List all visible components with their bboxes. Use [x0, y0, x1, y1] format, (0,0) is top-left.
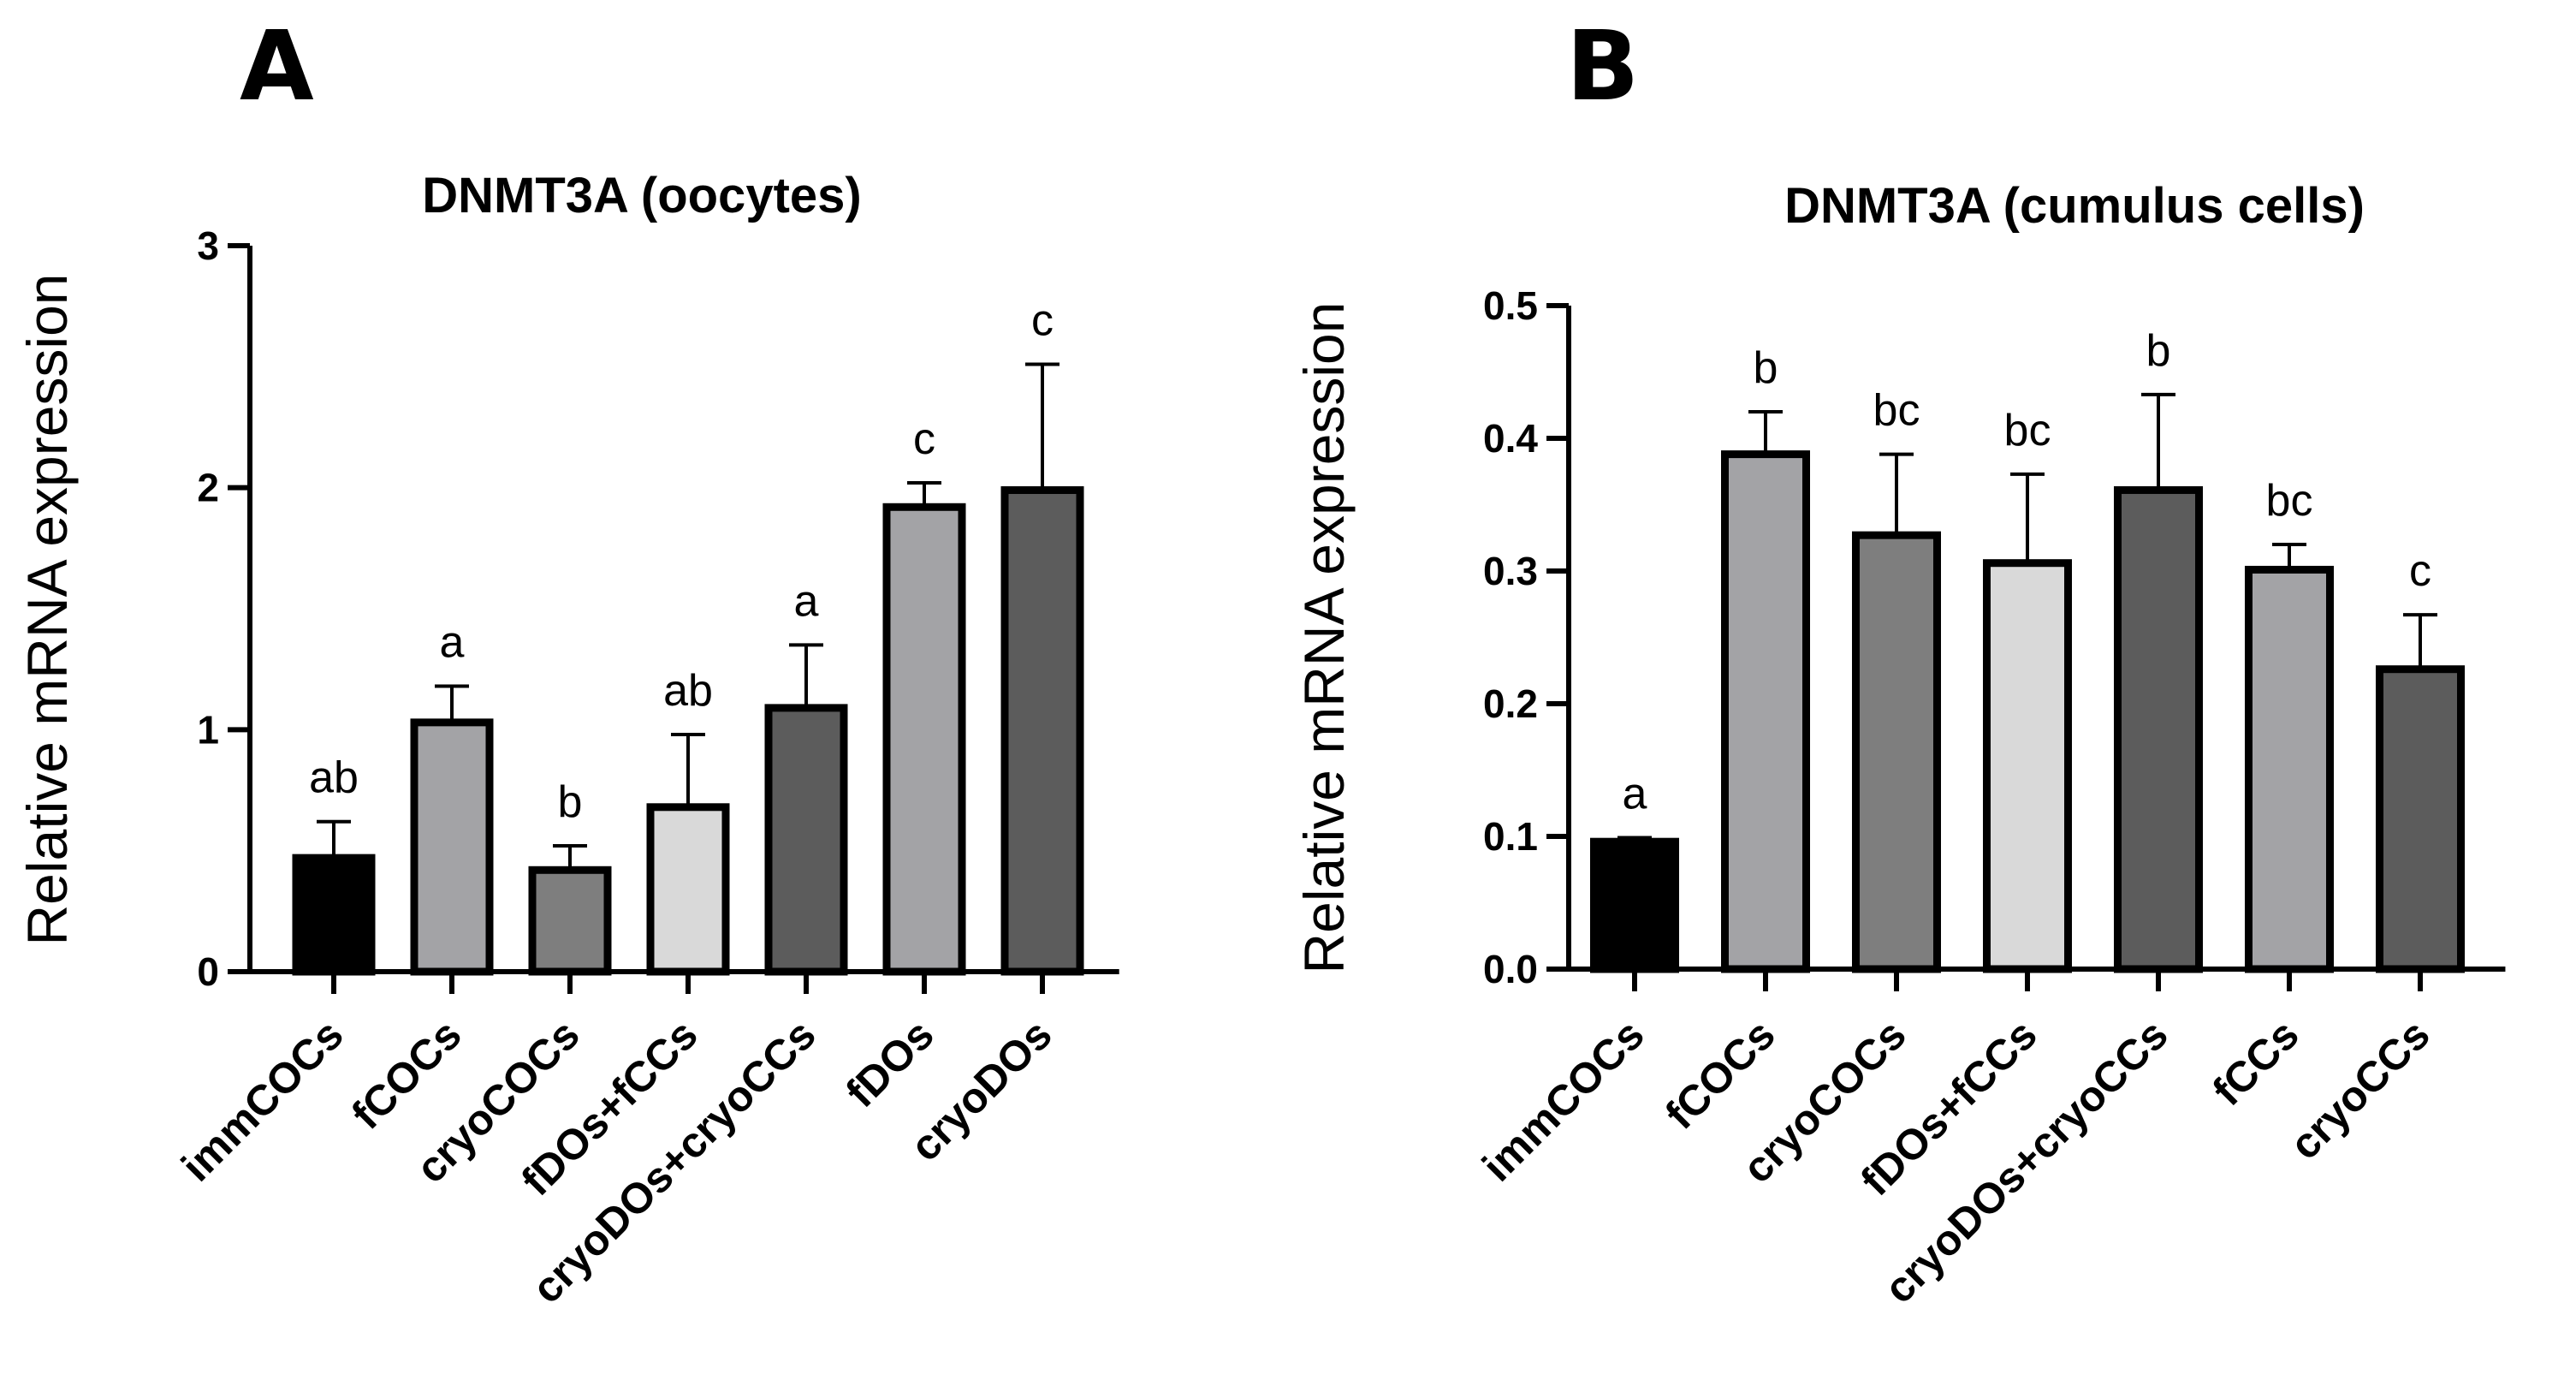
- y-axis-label: Relative mRNA expression: [15, 274, 79, 946]
- bar: [2376, 665, 2465, 973]
- y-tick-label: 0.0: [1483, 947, 1538, 991]
- chart-cumulus-cells: DNMT3A (cumulus cells) Relative mRNA expr…: [1292, 178, 2506, 1312]
- significance-label: bc: [1873, 386, 1920, 436]
- significance-label: bc: [2266, 476, 2313, 526]
- bar: [646, 803, 730, 976]
- bar: [1000, 485, 1084, 976]
- significance-label: c: [2409, 546, 2431, 596]
- y-tick-label: 0.1: [1483, 814, 1538, 859]
- category-label: fCOCs: [1656, 1010, 1784, 1139]
- significance-label: a: [440, 617, 465, 667]
- significance-label: a: [794, 576, 819, 626]
- significance-label: b: [1754, 343, 1778, 393]
- bar: [1852, 531, 1941, 973]
- y-tick-label: 0.3: [1483, 549, 1538, 593]
- category-label: immCOCs: [1473, 1010, 1653, 1191]
- significance-label: ab: [663, 666, 713, 716]
- chart-title: DNMT3A (oocytes): [422, 168, 861, 223]
- category-label: cryoCCs: [2281, 1010, 2439, 1169]
- bar: [292, 854, 376, 976]
- bar: [528, 866, 612, 976]
- category-label: fDOs: [837, 1010, 943, 1116]
- y-tick-label: 3: [197, 223, 219, 268]
- category-label: immCOCs: [172, 1010, 353, 1191]
- category-label: fCCs: [2204, 1010, 2308, 1115]
- bar: [410, 718, 494, 976]
- bar: [1590, 837, 1679, 973]
- bar: [2114, 485, 2203, 973]
- y-tick-label: 0.5: [1483, 283, 1538, 328]
- bar: [882, 503, 966, 976]
- significance-label: a: [1623, 770, 1647, 819]
- panel-letter-a: A: [240, 11, 314, 122]
- y-tick-label: 0: [197, 949, 219, 994]
- significance-label: c: [1031, 296, 1054, 346]
- bar: [2245, 565, 2334, 973]
- significance-label: ab: [309, 753, 359, 803]
- significance-label: bc: [2004, 406, 2051, 455]
- chart-oocytes: DNMT3A (oocytes) Relative mRNA expression…: [15, 168, 1119, 1312]
- y-tick-label: 2: [197, 466, 219, 510]
- bar: [764, 704, 848, 976]
- significance-label: c: [913, 414, 935, 464]
- y-tick-label: 0.2: [1483, 681, 1538, 726]
- bar: [1721, 450, 1810, 973]
- significance-label: b: [2146, 326, 2171, 376]
- y-tick-label: 0.4: [1483, 416, 1538, 461]
- panel-letter-b: B: [1566, 11, 1639, 122]
- chart-title: DNMT3A (cumulus cells): [1784, 178, 2365, 234]
- y-axis-label: Relative mRNA expression: [1292, 302, 1356, 974]
- bar: [1983, 559, 2072, 973]
- significance-label: b: [558, 777, 583, 827]
- y-tick-label: 1: [197, 707, 219, 752]
